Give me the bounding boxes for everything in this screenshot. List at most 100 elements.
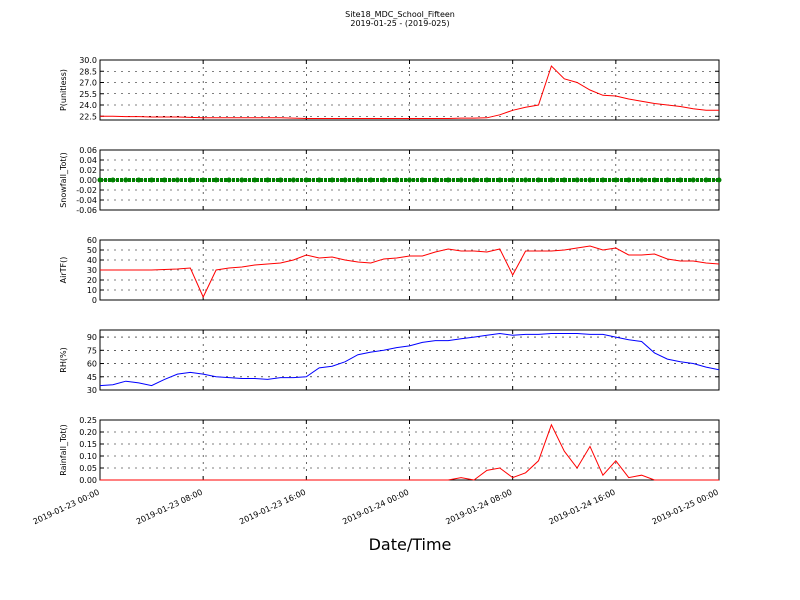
- data-point: [136, 177, 142, 183]
- data-point: [123, 177, 129, 183]
- y-tick-label: 25.5: [79, 90, 97, 99]
- data-line: [100, 423, 719, 481]
- y-tick-label: 10: [87, 286, 97, 295]
- data-point: [278, 177, 284, 183]
- data-line: [100, 245, 720, 299]
- y-tick-label: 90: [87, 333, 97, 342]
- data-point: [149, 177, 155, 183]
- x-axis-label: Date/Time: [369, 535, 452, 554]
- data-point: [239, 177, 245, 183]
- y-tick-label: 60: [87, 236, 97, 245]
- data-line: [99, 332, 720, 387]
- x-tick-label: 2019-01-23 08:00: [135, 488, 204, 527]
- data-point: [342, 177, 348, 183]
- data-point: [161, 177, 167, 183]
- data-point: [600, 177, 606, 183]
- plot-frame: [99, 59, 720, 121]
- data-point: [652, 177, 658, 183]
- y-tick-label: 50: [87, 246, 97, 255]
- data-point: [703, 177, 709, 183]
- y-tick-label: -0.06: [76, 206, 97, 215]
- y-tick-label: 0.10: [79, 452, 97, 461]
- data-line: [100, 65, 719, 119]
- y-tick-label: 20: [87, 276, 97, 285]
- data-point: [97, 177, 103, 183]
- x-tick-label: 2019-01-24 08:00: [444, 488, 513, 527]
- figure-title: Site18_MDC_School_Fifteen: [345, 10, 455, 19]
- y-tick-label: 24.0: [79, 101, 97, 110]
- y-tick-label: 0.05: [79, 464, 97, 473]
- data-point: [290, 177, 296, 183]
- y-axis-label: AirTF(): [59, 257, 68, 284]
- data-point: [303, 177, 309, 183]
- data-point: [484, 177, 490, 183]
- data-point: [639, 177, 645, 183]
- data-point: [432, 177, 438, 183]
- data-point: [174, 177, 180, 183]
- y-tick-label: 75: [87, 346, 97, 355]
- data-point: [368, 177, 374, 183]
- y-tick-label: 0.06: [79, 146, 97, 155]
- data-point: [587, 177, 593, 183]
- y-axis-label: P(unitless): [59, 69, 68, 111]
- figure-subtitle: 2019-01-25 - (2019-025): [350, 19, 449, 28]
- data-point: [226, 177, 232, 183]
- data-point: [200, 177, 206, 183]
- y-tick-label: 30: [87, 266, 97, 275]
- x-tick-label: 2019-01-24 16:00: [548, 488, 617, 527]
- y-tick-label: 45: [87, 373, 97, 382]
- data-point: [664, 177, 670, 183]
- y-tick-label: 27.0: [79, 79, 97, 88]
- y-tick-label: 0.02: [79, 166, 97, 175]
- data-point: [548, 177, 554, 183]
- data-point: [316, 177, 322, 183]
- y-tick-label: 0.00: [79, 176, 97, 185]
- data-point: [677, 177, 683, 183]
- y-tick-label: -0.02: [76, 186, 97, 195]
- data-point: [561, 177, 567, 183]
- data-point: [329, 177, 335, 183]
- data-point: [355, 177, 361, 183]
- data-point: [497, 177, 503, 183]
- y-tick-label: 30.0: [79, 56, 97, 65]
- y-tick-label: 0.25: [79, 416, 97, 425]
- data-point: [394, 177, 400, 183]
- y-tick-label: 0.15: [79, 440, 97, 449]
- data-point: [535, 177, 541, 183]
- y-axis-label: Rainfall_Tot(): [59, 424, 68, 476]
- data-point: [110, 177, 116, 183]
- y-axis-label: Snowfall_Tot(): [59, 152, 68, 208]
- y-axis-label: RH(%): [59, 347, 68, 372]
- data-point: [626, 177, 632, 183]
- plot-frame: [99, 329, 720, 391]
- y-tick-label: 0.00: [79, 476, 97, 485]
- y-tick-label: -0.04: [76, 196, 97, 205]
- data-point: [381, 177, 387, 183]
- data-point: [213, 177, 219, 183]
- x-tick-label: 2019-01-24 00:00: [341, 488, 410, 527]
- data-point: [471, 177, 477, 183]
- x-tick-label: 2019-01-23 00:00: [32, 488, 101, 527]
- y-tick-label: 28.5: [79, 67, 97, 76]
- data-point: [187, 177, 193, 183]
- data-point: [407, 177, 412, 183]
- data-point: [613, 177, 619, 183]
- x-tick-label: 2019-01-23 16:00: [238, 488, 307, 527]
- y-tick-label: 40: [87, 256, 97, 265]
- data-point: [265, 177, 271, 183]
- data-point: [523, 177, 529, 183]
- y-tick-label: 60: [87, 360, 97, 369]
- data-point: [574, 177, 580, 183]
- y-tick-label: 22.5: [79, 112, 97, 121]
- y-tick-label: 0.04: [79, 156, 97, 165]
- data-point: [510, 177, 516, 183]
- data-point: [716, 177, 722, 183]
- x-tick-label: 2019-01-25 00:00: [651, 488, 720, 527]
- y-tick-label: 30: [87, 386, 97, 395]
- data-point: [458, 177, 464, 183]
- y-tick-label: 0.20: [79, 428, 97, 437]
- data-point: [419, 177, 425, 183]
- data-point: [690, 177, 696, 183]
- data-point: [445, 177, 451, 183]
